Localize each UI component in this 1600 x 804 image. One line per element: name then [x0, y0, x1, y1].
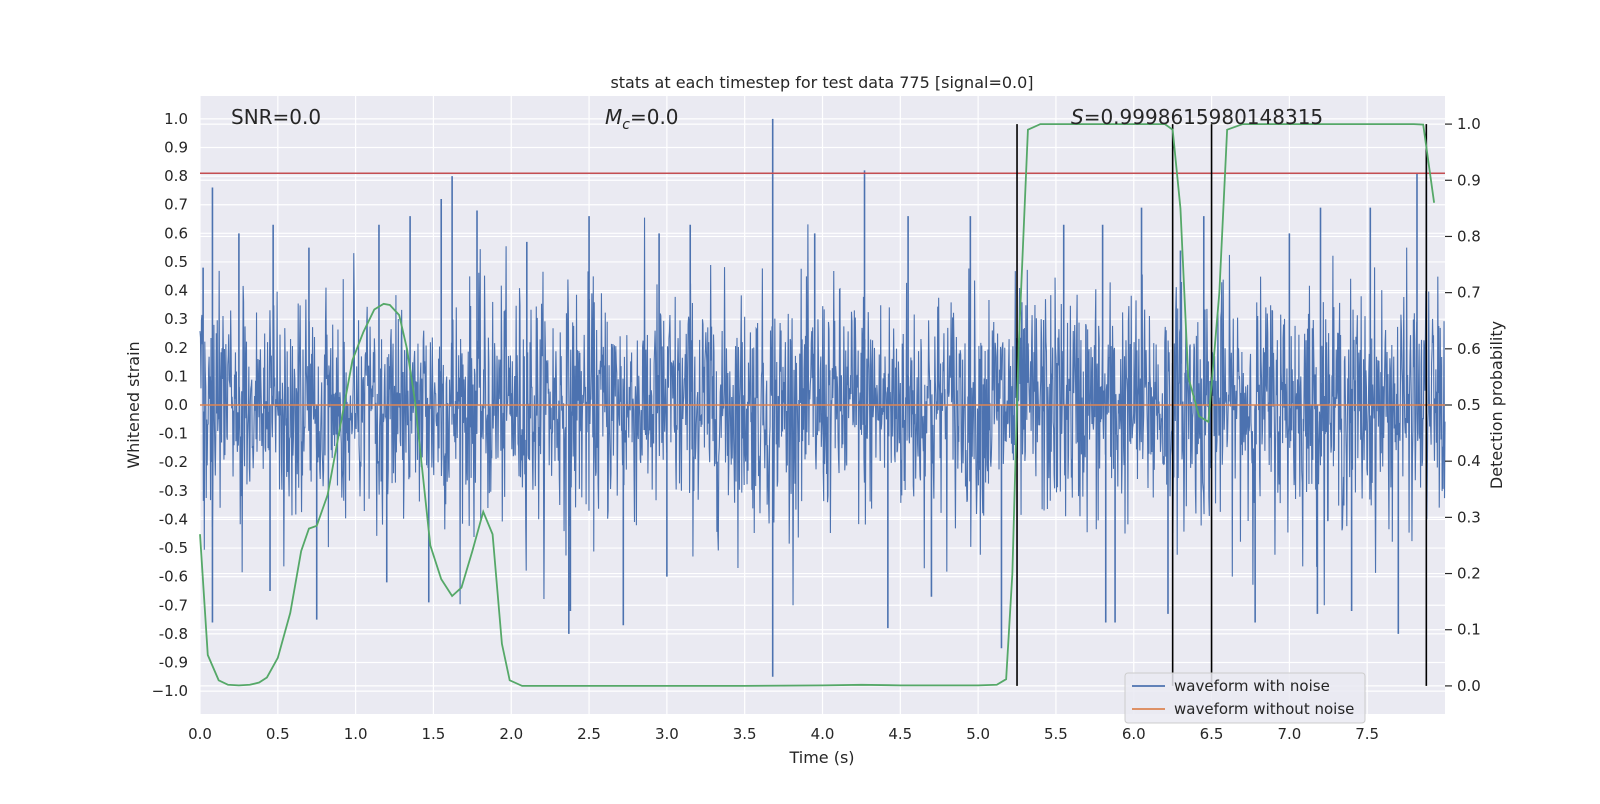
x-tick-label: 3.0	[655, 725, 679, 743]
x-tick-label: 1.0	[344, 725, 368, 743]
x-tick-label: 5.5	[1044, 725, 1068, 743]
probability-series	[199, 123, 1436, 687]
left-tick-label: -0.4	[159, 510, 188, 528]
left-tick-label: 0.0	[164, 396, 188, 414]
right-tick-label: 0.4	[1457, 452, 1481, 470]
chirp-mass-value: =0.0	[630, 105, 679, 129]
left-tick-label: -0.8	[159, 625, 188, 643]
x-axis-label: Time (s)	[788, 748, 854, 767]
right-tick-label: 0.3	[1457, 508, 1481, 526]
score-value: =0.9998615980148315	[1084, 105, 1323, 129]
legend-label-clean: waveform without noise	[1174, 700, 1354, 718]
x-tick-label: 3.5	[733, 725, 757, 743]
left-tick-label: 0.8	[164, 167, 188, 185]
probability-line	[199, 123, 1436, 687]
left-tick-label: -0.5	[159, 539, 188, 557]
x-tick-label: 2.5	[577, 725, 601, 743]
left-tick-label: 0.6	[164, 224, 188, 242]
left-tick-label: −1.0	[152, 682, 188, 700]
legend-box	[1124, 672, 1366, 724]
left-tick-label: 0.7	[164, 196, 188, 214]
x-tick-label: 7.5	[1355, 725, 1379, 743]
right-tick-label: 0.9	[1457, 171, 1481, 189]
left-axis-label: Whitened strain	[124, 341, 143, 468]
x-tick-label: 0.0	[188, 725, 212, 743]
left-tick-label: -0.1	[159, 425, 188, 443]
chirp-mass-symbol: M	[605, 105, 622, 129]
right-axis-label: Detection probability	[1487, 321, 1506, 489]
right-tick-label: 0.1	[1457, 621, 1481, 639]
x-tick-label: 7.0	[1277, 725, 1301, 743]
left-tick-label: 0.9	[164, 139, 188, 157]
left-tick-label: -0.6	[159, 568, 188, 586]
x-tick-label: 6.5	[1200, 725, 1224, 743]
x-tick-label: 2.0	[499, 725, 523, 743]
noisy-waveform-line	[199, 217, 1446, 606]
x-tick-label: 1.5	[422, 725, 446, 743]
snr-annotation: SNR=0.0	[231, 105, 321, 129]
right-tick-label: 0.8	[1457, 227, 1481, 245]
right-tick-label: 0.7	[1457, 284, 1481, 302]
x-tick-label: 4.5	[888, 725, 912, 743]
legend: waveform with noise waveform without noi…	[1124, 672, 1366, 724]
left-tick-label: -0.2	[159, 453, 188, 471]
score-symbol: S	[1071, 105, 1084, 129]
right-tick-label: 1.0	[1457, 115, 1481, 133]
chirp-mass-subscript: c	[622, 117, 630, 133]
left-tick-label: 1.0	[164, 110, 188, 128]
left-tick-label: -0.7	[159, 596, 188, 614]
x-tick-label: 5.0	[966, 725, 990, 743]
chart-title: stats at each timestep for test data 775…	[610, 73, 1033, 92]
x-tick-label: 4.0	[811, 725, 835, 743]
left-tick-label: -0.9	[159, 654, 188, 672]
right-tick-label: 0.2	[1457, 565, 1481, 583]
left-tick-label: 0.2	[164, 339, 188, 357]
right-axis-ticks: 1.0 0.9 0.8 0.7 0.6 0.5 0.4 0.3 0.2 0.1 0.0	[1445, 115, 1481, 695]
right-tick-label: 0.6	[1457, 340, 1481, 358]
x-axis-ticks: 0.0 0.5 1.0 1.5 2.0 2.5 3.0 3.5 4.0 4.5 5.0 5.5 6.0 6…	[188, 725, 1379, 743]
left-axis-ticks: 1.0 0.9 0.8 0.7 0.6 0.5 0.4 0.3 0.2 0.1 0.0 -0.1 -0.…	[152, 110, 188, 700]
x-tick-label: 0.5	[266, 725, 290, 743]
left-tick-label: 0.3	[164, 310, 188, 328]
legend-label-noisy: waveform with noise	[1174, 677, 1330, 695]
right-tick-label: 0.0	[1457, 677, 1481, 695]
chirp-mass-annotation: Mc=0.0	[605, 105, 679, 133]
right-tick-label: 0.5	[1457, 396, 1481, 414]
left-tick-label: 0.5	[164, 253, 188, 271]
left-tick-label: -0.3	[159, 482, 188, 500]
score-annotation: S=0.9998615980148315	[1071, 105, 1323, 129]
left-tick-label: 0.1	[164, 367, 188, 385]
x-tick-label: 6.0	[1122, 725, 1146, 743]
left-tick-label: 0.4	[164, 282, 188, 300]
